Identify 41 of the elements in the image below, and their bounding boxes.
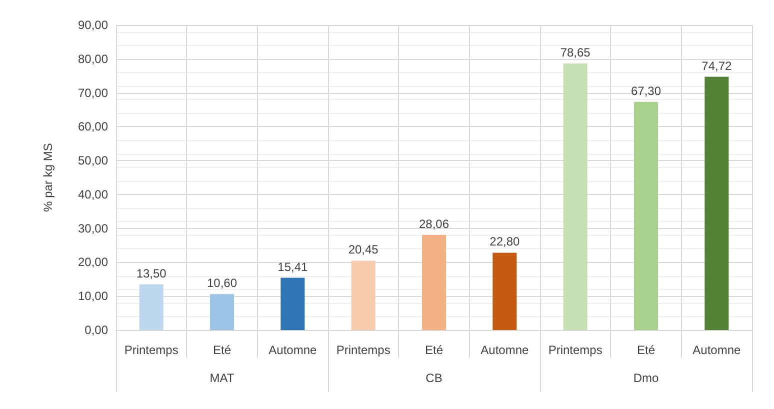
- text: Dmo: [633, 371, 659, 385]
- data-label: 13,50: [136, 266, 167, 280]
- data-label: 78,65: [560, 45, 591, 60]
- y-axis-title: % par kg MS: [41, 143, 55, 212]
- data-label: 74,72: [702, 58, 732, 73]
- x-tick-label: Printemps: [124, 343, 178, 357]
- data-label: 67,30: [630, 84, 662, 98]
- data-label: 10,60: [206, 276, 238, 290]
- x-tick-label: Automne: [692, 343, 742, 357]
- y-tick-label: 0,00: [84, 323, 108, 337]
- bar: [422, 234, 446, 330]
- data-label: 20,45: [348, 242, 379, 257]
- x-tick-label: Automne: [268, 343, 318, 357]
- x-tick-label: Printemps: [548, 343, 602, 357]
- bar: [492, 252, 517, 330]
- x-tick-label: Eté: [636, 343, 656, 357]
- x-tick-label: Automne: [480, 343, 530, 357]
- bar: [280, 278, 305, 330]
- y-tick-label: 20,00: [78, 255, 108, 270]
- y-tick-label: 60,00: [78, 120, 108, 134]
- x-tick-label: Eté: [424, 343, 444, 357]
- x-tick-label: Eté: [212, 343, 232, 357]
- y-tick-label: 90,00: [78, 18, 108, 32]
- data-label: 28,06: [418, 216, 450, 231]
- y-tick-label: 80,00: [78, 52, 108, 66]
- y-tick-label: 50,00: [78, 154, 108, 168]
- bar: [634, 102, 658, 330]
- bar: [563, 63, 588, 330]
- y-tick-label: 30,00: [78, 221, 108, 236]
- bar: [210, 294, 234, 330]
- data-label: 15,41: [278, 260, 308, 274]
- text: CB: [426, 371, 442, 385]
- x-tick-label: Printemps: [336, 343, 390, 357]
- bar: [351, 260, 376, 330]
- y-tick-label: 70,00: [78, 86, 108, 100]
- y-tick-label: 10,00: [78, 289, 108, 304]
- bar: [704, 76, 729, 330]
- data-label: 22,80: [490, 234, 520, 249]
- text: MAT: [210, 371, 235, 385]
- y-tick-label: 40,00: [78, 187, 108, 202]
- bar: [139, 284, 164, 330]
